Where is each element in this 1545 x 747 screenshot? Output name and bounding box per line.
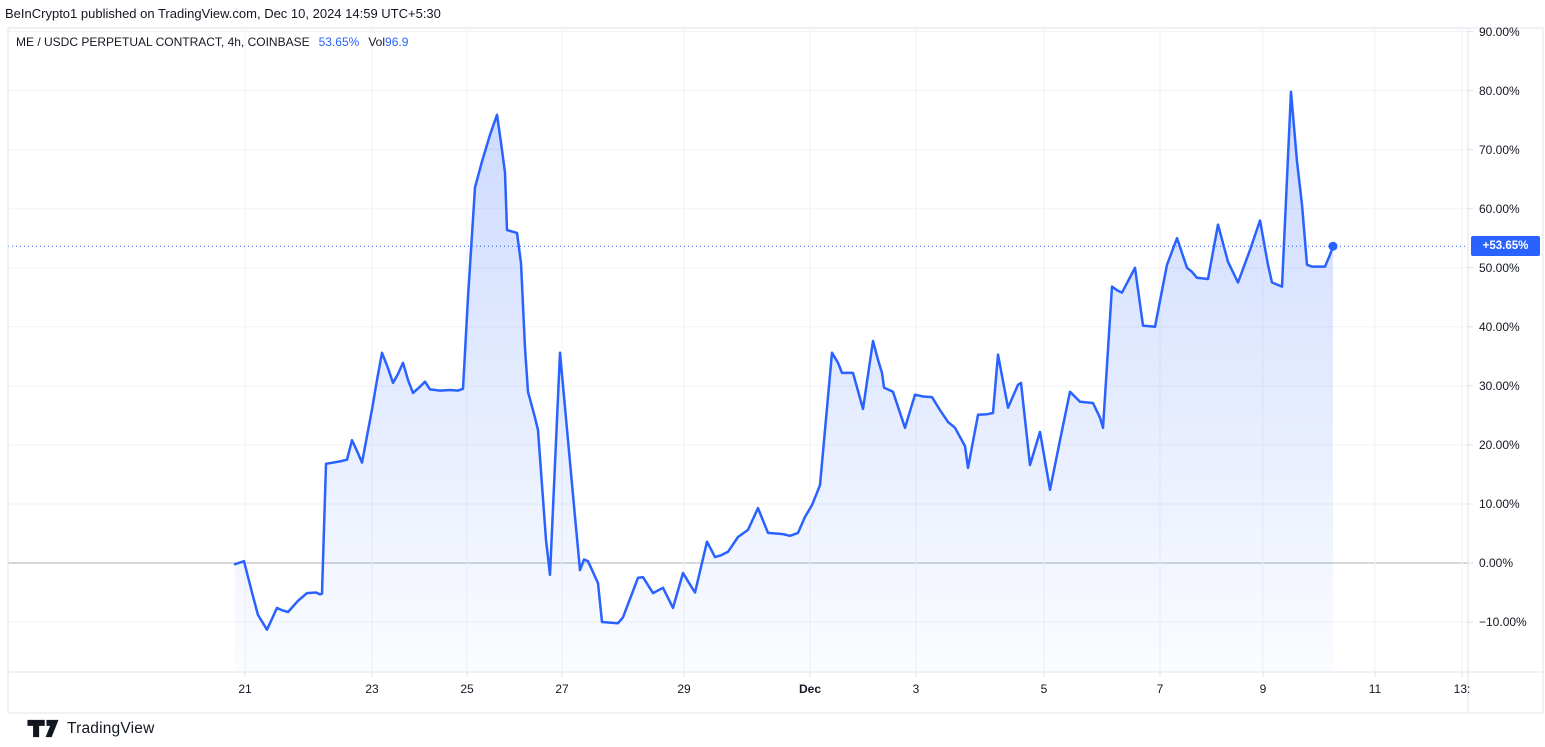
series-area-fill: [235, 91, 1333, 673]
y-axis-label: 80.00%: [1479, 83, 1520, 98]
volume-value: 96.9: [385, 35, 409, 49]
x-axis-label: 21: [238, 682, 252, 696]
y-axis-label: 10.00%: [1479, 496, 1520, 511]
y-axis-label: 50.00%: [1479, 260, 1520, 275]
x-axis-label: Dec: [798, 682, 822, 696]
series-line: [233, 90, 1335, 631]
x-axis-label: 13:: [1453, 682, 1471, 696]
x-axis-label: 23: [365, 682, 379, 696]
x-axis-label: 9: [1259, 682, 1267, 696]
tradingview-branding: TradingView: [27, 719, 155, 738]
y-axis-label: 60.00%: [1479, 201, 1520, 216]
tradingview-logo-icon: [27, 719, 59, 738]
y-axis-label: 0.00%: [1479, 556, 1514, 570]
y-axis-label: 20.00%: [1479, 437, 1520, 452]
x-axis-label: 25: [460, 682, 474, 696]
x-axis-label: 5: [1040, 682, 1048, 696]
x-axis-label: 29: [677, 682, 691, 696]
x-axis-label: 27: [555, 682, 569, 696]
x-axis-label: 3: [912, 682, 920, 696]
y-axis-label: 30.00%: [1479, 378, 1520, 393]
current-price-badge: +53.65%: [1471, 236, 1540, 257]
symbol-legend: ME / USDC PERPETUAL CONTRACT, 4h, COINBA…: [16, 35, 408, 49]
x-axis-label: 11: [1368, 682, 1382, 696]
y-axis-label: 70.00%: [1479, 142, 1520, 157]
y-axis-label: 40.00%: [1479, 319, 1520, 334]
x-axis-label: 7: [1156, 682, 1164, 696]
symbol-title: ME / USDC PERPETUAL CONTRACT, 4h, COINBA…: [16, 35, 310, 49]
tradingview-brand-text: TradingView: [67, 719, 155, 737]
publish-credit: BeInCrypto1 published on TradingView.com…: [5, 6, 441, 21]
y-axis-label: 90.00%: [1479, 24, 1520, 39]
last-price-marker: [1328, 241, 1338, 251]
volume-label: Vol: [368, 35, 386, 49]
change-percent-value: 53.65%: [318, 35, 360, 49]
y-axis-label: −10.00%: [1479, 615, 1527, 630]
